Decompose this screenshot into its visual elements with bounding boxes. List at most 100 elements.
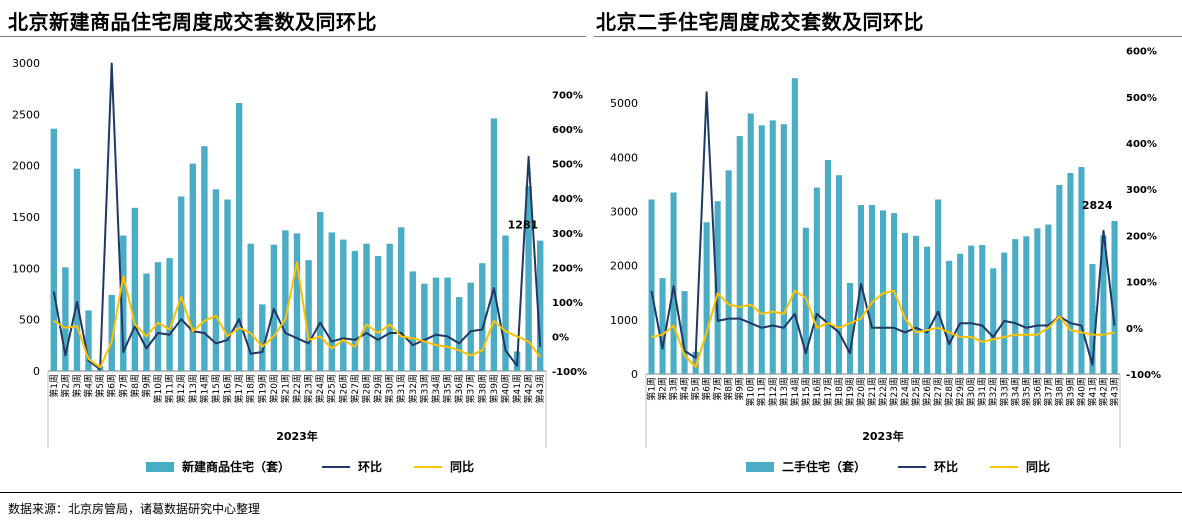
legend-label: 新建商品住宅（套） [182,460,291,474]
y-tick-label-right: 600% [552,125,583,136]
x-tick-label: 第26周 [337,374,349,403]
legend-label: 二手住宅（套） [782,460,867,474]
x-tick-label: 第9周 [734,377,746,401]
x-tick-label: 第9周 [140,374,152,398]
bar [398,227,405,371]
y-tick-label-right: 100% [1126,278,1157,289]
x-tick-label: 第17周 [233,374,245,403]
x-tick-label: 第22周 [291,374,303,403]
x-tick-label: 第13周 [778,377,790,406]
bar [166,258,173,371]
x-tick-label: 第11周 [756,377,768,406]
bar [317,211,324,371]
y-tick-label-left: 3000 [610,206,638,219]
legend-line-swatch [414,465,443,468]
bar [201,146,208,371]
x-tick-label: 第35周 [442,374,454,403]
bar [846,283,853,374]
x-tick-label: 第1周 [48,374,60,398]
bar [670,192,677,374]
mom-line [650,91,1116,366]
x-tick-label: 第3周 [71,374,83,398]
y-tick-label-left: 0 [631,368,638,381]
bar [143,273,150,371]
x-tick-label: 第14周 [789,377,801,406]
x-tick-label: 第39周 [488,374,500,403]
x-tick-label: 第4周 [679,377,691,401]
x-tick-label: 第27周 [932,377,944,406]
x-tick-label: 第24周 [314,374,326,403]
yoy-line [651,289,1115,369]
x-tick-label: 第2周 [657,377,669,401]
bar [1078,167,1085,374]
right-chart-title: 北京二手住宅周度成交套数及同环比 [596,10,924,34]
legend-bar-swatch [146,461,174,472]
bar [747,113,754,375]
y-tick-label-right: 600% [1126,47,1157,58]
bar [692,351,699,374]
y-tick-label-left: 2500 [12,108,40,121]
x-tick-label: 第30周 [965,377,977,406]
x-tick-label: 第33周 [998,377,1010,406]
x-tick-label: 第36周 [1031,377,1043,406]
x-tick-label: 第23周 [888,377,900,406]
y-tick-label-left: 3000 [12,57,40,70]
bar [1045,224,1052,374]
bar [769,120,776,375]
bar [305,260,312,371]
legend-label: 环比 [358,460,383,474]
x-tick-label: 第42周 [523,374,535,403]
y-tick-label-left: 1000 [12,262,40,275]
bar [725,170,732,374]
bar [178,196,185,371]
y-tick-label-right: 700% [552,91,583,102]
x-tick-label: 第28周 [943,377,955,406]
x-tick-label: 第35周 [1020,377,1032,406]
y-tick-label-right: 500% [1126,93,1157,104]
bar [363,243,370,371]
x-tick-label: 第21周 [279,374,291,403]
x-tick-label: 第16周 [222,374,234,403]
y-tick-label-right: 100% [552,298,583,309]
x-tick-label: 第7周 [117,374,129,398]
bar [525,186,532,371]
x-tick-label: 第39周 [1064,377,1076,406]
x-tick-label: 第37周 [465,374,477,403]
x-tick-label: 第12周 [175,374,187,403]
legend-line-swatch [322,465,351,468]
bar [456,297,463,371]
legend-bar-swatch [746,461,774,472]
x-tick-label: 第16周 [811,377,823,406]
x-tick-label: 第34周 [1009,377,1021,406]
bar [703,222,710,374]
footer-rule [0,492,1182,493]
x-tick-label: 第14周 [198,374,210,403]
x-tick-label: 第7周 [712,377,724,401]
x-tick-label: 第4周 [83,374,95,398]
y-tick-label-left: 2000 [12,160,40,173]
y-tick-label-right: 300% [552,229,583,240]
bar [913,235,920,374]
bar [282,230,289,371]
bar [1012,239,1019,374]
bar [247,243,254,371]
left-legend: 新建商品住宅（套） 环比 同比 [146,458,506,475]
x-tick-label: 第37周 [1042,377,1054,406]
x-tick-label: 第25周 [326,374,338,403]
y-tick-label-right: 0% [552,332,569,343]
legend-item-yoy-right: 同比 [990,458,1050,475]
legend-line-swatch [898,465,927,468]
source-note: 数据来源：北京房管局，诸葛数据研究中心整理 [8,502,261,516]
bar [212,189,220,371]
x-tick-label: 第23周 [303,374,315,403]
x-tick-label: 第32周 [407,374,419,403]
x-tick-label: 第24周 [899,377,911,406]
bar [802,227,809,374]
x-tick-label: 第42周 [1098,377,1110,406]
x-axis-label: 2023年 [862,429,904,443]
x-tick-label: 第31周 [976,377,988,406]
x-tick-label: 第5周 [94,374,106,398]
bar [374,256,382,371]
bar [1023,236,1030,374]
